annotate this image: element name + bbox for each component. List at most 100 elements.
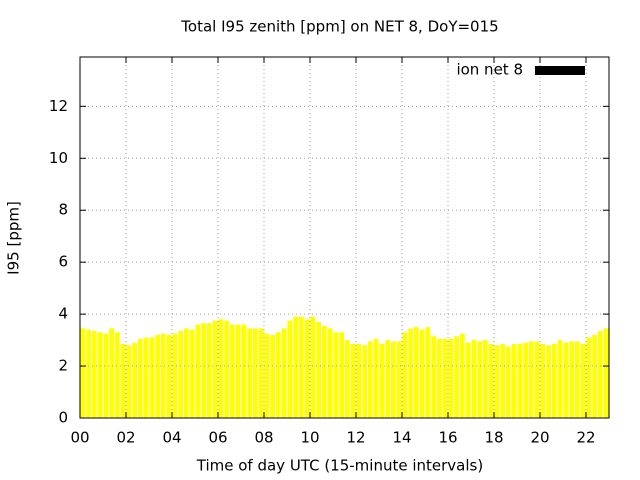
bar (437, 338, 442, 418)
bar (500, 343, 505, 418)
bar (511, 343, 517, 418)
x-tick-label: 14 (392, 429, 411, 447)
bar (529, 341, 534, 418)
bar (97, 332, 103, 418)
bar (184, 328, 189, 418)
x-tick-label: 04 (162, 429, 181, 447)
bar (120, 343, 126, 418)
bar (350, 343, 356, 418)
bar (299, 316, 304, 418)
bar (212, 320, 218, 418)
bar (488, 343, 494, 418)
bar (580, 343, 586, 418)
bar (333, 332, 339, 418)
y-tick-label: 8 (58, 201, 68, 219)
bar (379, 343, 385, 418)
bar (224, 320, 229, 418)
bar (322, 325, 327, 418)
bar (103, 333, 109, 418)
bar (166, 334, 172, 418)
x-tick-label: 18 (484, 429, 503, 447)
bar (465, 342, 471, 418)
bar (396, 341, 402, 418)
x-tick-label: 02 (116, 429, 135, 447)
bar (207, 323, 212, 418)
x-tick-label: 22 (576, 429, 595, 447)
bar (345, 340, 350, 418)
bar (86, 329, 91, 418)
bar (592, 334, 597, 418)
x-tick-label: 08 (254, 429, 273, 447)
bar (178, 330, 183, 418)
bar (483, 340, 488, 418)
bar (195, 324, 201, 418)
x-tick-label: 00 (70, 429, 89, 447)
bar (534, 341, 540, 418)
bar (460, 333, 465, 418)
bar (138, 338, 143, 418)
bar (598, 330, 603, 418)
legend-label: ion net 8 (456, 61, 523, 79)
bar (552, 343, 557, 418)
bar (316, 321, 321, 418)
bar (80, 328, 86, 418)
bar (494, 345, 500, 418)
bar (419, 329, 425, 418)
bar (425, 327, 431, 418)
bar (253, 328, 258, 418)
bar (270, 334, 275, 418)
x-tick-label: 20 (530, 429, 549, 447)
bar (126, 345, 132, 418)
bar (276, 332, 281, 418)
y-axis-label: I95 [ppm] (5, 201, 23, 275)
legend-key (535, 66, 585, 75)
bar (575, 341, 580, 418)
bar (557, 340, 563, 418)
bar (431, 336, 436, 418)
bar (149, 337, 155, 418)
bar (310, 316, 316, 418)
bar (523, 342, 528, 418)
y-tick-label: 2 (58, 357, 68, 375)
bar (327, 328, 333, 418)
bar (155, 334, 160, 418)
bar (586, 337, 592, 418)
bar (287, 320, 293, 418)
bar (143, 337, 149, 418)
bar (391, 341, 396, 418)
x-tick-label: 10 (300, 429, 319, 447)
bar (368, 341, 373, 418)
bar (506, 346, 511, 418)
y-tick-label: 10 (49, 149, 68, 167)
x-tick-label: 12 (346, 429, 365, 447)
bar (172, 333, 178, 418)
bar (339, 332, 344, 418)
bar (402, 332, 408, 418)
bar (189, 329, 195, 418)
bar (281, 328, 287, 418)
bar (373, 338, 379, 418)
x-axis-label: Time of day UTC (15-minute intervals) (196, 457, 483, 475)
chart-title: Total I95 zenith [ppm] on NET 8, DoY=015 (180, 18, 498, 36)
bar (448, 338, 454, 418)
bar (218, 319, 224, 418)
bar (230, 324, 235, 418)
bar (264, 333, 270, 418)
plot-frame (79, 56, 610, 419)
bar (115, 332, 120, 418)
bar (540, 343, 546, 418)
y-tick-label: 0 (58, 409, 68, 427)
bar (569, 341, 574, 418)
bar (477, 341, 482, 418)
bar (442, 338, 448, 418)
bar (109, 328, 114, 418)
bar (356, 343, 362, 418)
y-tick-label: 6 (58, 253, 68, 271)
bar (454, 336, 459, 418)
bar (235, 324, 241, 418)
bar (385, 340, 390, 418)
bar (161, 333, 166, 418)
y-tick-label: 4 (58, 305, 68, 323)
bar (247, 328, 252, 418)
